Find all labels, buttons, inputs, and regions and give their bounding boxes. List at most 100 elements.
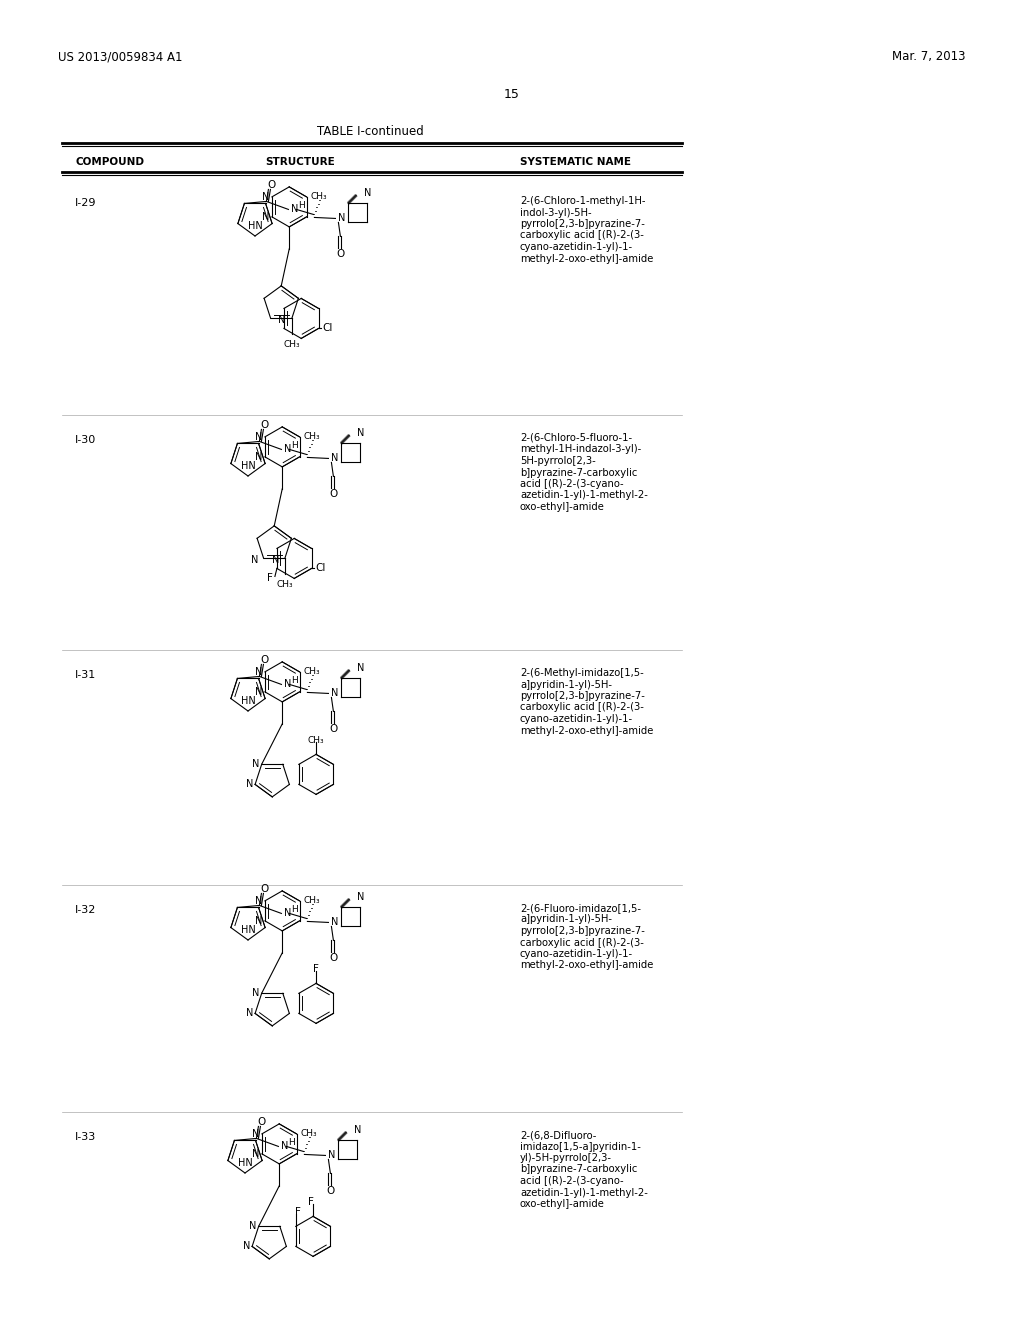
Text: I-32: I-32 [75,906,96,915]
Text: methyl-2-oxo-ethyl]-amide: methyl-2-oxo-ethyl]-amide [520,961,653,970]
Text: CH₃: CH₃ [300,1129,316,1138]
Text: oxo-ethyl]-amide: oxo-ethyl]-amide [520,502,605,512]
Text: N: N [255,916,262,925]
Text: N: N [338,214,346,223]
Text: O: O [260,884,268,895]
Text: F: F [295,1208,301,1217]
Text: pyrrolo[2,3-b]pyrazine-7-: pyrrolo[2,3-b]pyrazine-7- [520,690,645,701]
Text: O: O [260,421,268,430]
Text: N: N [252,1148,259,1159]
Text: N: N [357,892,365,903]
Text: Cl: Cl [323,323,333,334]
Text: N: N [261,213,269,222]
Text: 2-(6-Methyl-imidazo[1,5-: 2-(6-Methyl-imidazo[1,5- [520,668,644,678]
Text: carboxylic acid [(R)-2-(3-: carboxylic acid [(R)-2-(3- [520,231,644,240]
Text: N: N [292,205,299,214]
Text: pyrrolo[2,3-b]pyrazine-7-: pyrrolo[2,3-b]pyrazine-7- [520,927,645,936]
Text: I-29: I-29 [75,198,96,209]
Text: HN: HN [241,461,255,471]
Text: F: F [267,573,273,583]
Text: N: N [285,445,292,454]
Text: 2-(6-Fluoro-imidazo[1,5-: 2-(6-Fluoro-imidazo[1,5- [520,903,641,913]
Text: Mar. 7, 2013: Mar. 7, 2013 [893,50,966,63]
Text: N: N [282,1142,289,1151]
Text: N: N [255,667,262,677]
Text: indol-3-yl)-5H-: indol-3-yl)-5H- [520,207,592,218]
Text: CH₃: CH₃ [276,581,293,590]
Text: O: O [330,490,338,499]
Text: O: O [330,725,338,734]
Text: N: N [251,556,259,565]
Text: b]pyrazine-7-carboxylic: b]pyrazine-7-carboxylic [520,467,637,478]
Text: N: N [255,432,262,442]
Text: N: N [285,680,292,689]
Text: CH₃: CH₃ [308,735,325,744]
Text: N: N [252,989,260,998]
Text: imidazo[1,5-a]pyridin-1-: imidazo[1,5-a]pyridin-1- [520,1142,641,1151]
Text: carboxylic acid [(R)-2-(3-: carboxylic acid [(R)-2-(3- [520,937,644,948]
Text: H: H [292,676,298,685]
Text: O: O [257,1118,265,1127]
Text: I-30: I-30 [75,436,96,445]
Text: O: O [327,1187,335,1196]
Text: N: N [255,896,262,906]
Text: cyano-azetidin-1-yl)-1-: cyano-azetidin-1-yl)-1- [520,242,633,252]
Text: N: N [365,189,372,198]
Text: oxo-ethyl]-amide: oxo-ethyl]-amide [520,1199,605,1209]
Text: Cl: Cl [315,564,326,573]
Text: 2-(6-Chloro-5-fluoro-1-: 2-(6-Chloro-5-fluoro-1- [520,433,632,444]
Text: CH₃: CH₃ [303,896,319,906]
Text: N: N [332,454,339,463]
Text: COMPOUND: COMPOUND [75,157,144,168]
Text: N: N [272,556,280,565]
Text: yl)-5H-pyrrolo[2,3-: yl)-5H-pyrrolo[2,3- [520,1152,612,1163]
Text: H: H [292,906,298,913]
Text: O: O [260,656,268,665]
Text: TABLE I-continued: TABLE I-continued [316,125,423,139]
Text: N: N [255,686,262,697]
Text: b]pyrazine-7-carboxylic: b]pyrazine-7-carboxylic [520,1164,637,1175]
Text: SYSTEMATIC NAME: SYSTEMATIC NAME [520,157,631,168]
Text: O: O [336,249,344,260]
Text: methyl-2-oxo-ethyl]-amide: methyl-2-oxo-ethyl]-amide [520,253,653,264]
Text: azetidin-1-yl)-1-methyl-2-: azetidin-1-yl)-1-methyl-2- [520,491,648,500]
Text: 2-(6,8-Difluoro-: 2-(6,8-Difluoro- [520,1130,596,1140]
Text: N: N [249,1221,257,1232]
Text: N: N [261,191,269,202]
Text: cyano-azetidin-1-yl)-1-: cyano-azetidin-1-yl)-1- [520,714,633,723]
Text: O: O [330,953,338,964]
Text: acid [(R)-2-(3-cyano-: acid [(R)-2-(3-cyano- [520,479,624,488]
Text: CH₃: CH₃ [303,667,319,676]
Text: cyano-azetidin-1-yl)-1-: cyano-azetidin-1-yl)-1- [520,949,633,960]
Text: 2-(6-Chloro-1-methyl-1H-: 2-(6-Chloro-1-methyl-1H- [520,195,645,206]
Text: H: H [289,1138,295,1147]
Text: N: N [246,1008,253,1019]
Text: a]pyridin-1-yl)-5H-: a]pyridin-1-yl)-5H- [520,680,612,689]
Text: O: O [267,181,275,190]
Text: N: N [332,917,339,928]
Text: N: N [285,908,292,919]
Text: I-33: I-33 [75,1133,96,1142]
Text: N: N [243,1241,250,1251]
Text: CH₃: CH₃ [284,341,300,350]
Text: N: N [279,315,286,326]
Text: N: N [332,689,339,698]
Text: HN: HN [248,220,262,231]
Text: N: N [252,1129,259,1139]
Text: 15: 15 [504,88,520,102]
Text: F: F [313,965,319,974]
Text: N: N [354,1125,361,1135]
Text: methyl-2-oxo-ethyl]-amide: methyl-2-oxo-ethyl]-amide [520,726,653,735]
Text: azetidin-1-yl)-1-methyl-2-: azetidin-1-yl)-1-methyl-2- [520,1188,648,1197]
Text: N: N [357,663,365,673]
Text: STRUCTURE: STRUCTURE [265,157,335,168]
Text: US 2013/0059834 A1: US 2013/0059834 A1 [58,50,182,63]
Text: carboxylic acid [(R)-2-(3-: carboxylic acid [(R)-2-(3- [520,702,644,713]
Text: HN: HN [241,925,255,935]
Text: H: H [292,441,298,450]
Text: methyl-1H-indazol-3-yl)-: methyl-1H-indazol-3-yl)- [520,445,641,454]
Text: CH₃: CH₃ [310,191,327,201]
Text: HN: HN [241,696,255,706]
Text: N: N [329,1151,336,1160]
Text: CH₃: CH₃ [303,432,319,441]
